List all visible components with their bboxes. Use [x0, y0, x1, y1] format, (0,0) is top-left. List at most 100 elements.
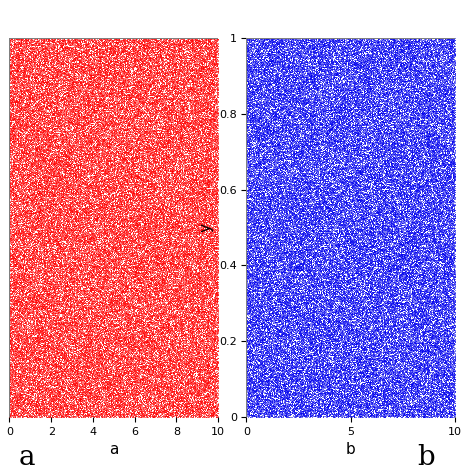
- Point: [22, 290, 30, 297]
- Point: [96, 378, 103, 385]
- Point: [298, 224, 306, 232]
- Point: [161, 60, 168, 67]
- Point: [449, 195, 457, 202]
- Point: [35, 376, 42, 383]
- Point: [400, 167, 407, 174]
- Point: [211, 95, 219, 103]
- Point: [18, 259, 26, 266]
- Point: [375, 213, 383, 221]
- Point: [99, 307, 106, 314]
- Point: [78, 324, 86, 332]
- Point: [414, 402, 422, 410]
- Point: [101, 368, 109, 376]
- Point: [124, 348, 132, 356]
- Point: [374, 382, 381, 390]
- Point: [347, 321, 355, 328]
- Point: [16, 310, 23, 318]
- Point: [412, 243, 420, 250]
- Point: [175, 119, 183, 127]
- Point: [139, 385, 146, 393]
- Point: [407, 268, 415, 276]
- Point: [311, 84, 319, 92]
- Point: [350, 372, 358, 380]
- Point: [37, 69, 45, 77]
- Point: [418, 35, 425, 43]
- Point: [21, 234, 29, 241]
- Point: [175, 90, 183, 97]
- Point: [331, 137, 338, 145]
- Point: [73, 193, 81, 201]
- Point: [86, 104, 94, 111]
- Point: [108, 385, 115, 392]
- Point: [253, 82, 261, 90]
- Point: [328, 386, 335, 393]
- Point: [392, 145, 400, 152]
- Point: [104, 273, 112, 281]
- Point: [68, 278, 76, 286]
- Point: [214, 263, 221, 270]
- Point: [259, 59, 266, 66]
- Point: [202, 282, 210, 289]
- Point: [321, 324, 328, 331]
- Point: [448, 81, 456, 89]
- Point: [253, 396, 261, 403]
- Point: [176, 81, 184, 89]
- Point: [274, 386, 282, 393]
- Point: [57, 123, 65, 131]
- Point: [121, 166, 128, 174]
- Point: [315, 140, 322, 147]
- Point: [195, 268, 202, 276]
- Point: [46, 276, 54, 283]
- Point: [451, 366, 459, 374]
- Point: [401, 323, 409, 331]
- Point: [444, 188, 451, 196]
- Point: [297, 142, 304, 150]
- Point: [259, 206, 266, 213]
- Point: [244, 363, 251, 371]
- Point: [273, 104, 281, 111]
- Point: [115, 164, 122, 171]
- Point: [67, 394, 74, 402]
- Point: [167, 285, 175, 293]
- Point: [322, 347, 330, 355]
- Point: [172, 251, 180, 259]
- Point: [26, 364, 33, 372]
- Point: [36, 65, 44, 73]
- Point: [266, 205, 273, 212]
- Point: [137, 413, 145, 421]
- Point: [198, 35, 206, 43]
- Point: [9, 203, 17, 211]
- Point: [101, 333, 109, 340]
- Point: [362, 335, 370, 342]
- Point: [175, 371, 183, 379]
- Point: [440, 178, 447, 185]
- Point: [18, 151, 26, 159]
- Point: [277, 39, 284, 47]
- Point: [434, 237, 442, 245]
- Point: [49, 125, 56, 133]
- Point: [264, 100, 272, 108]
- Point: [336, 313, 344, 320]
- Point: [157, 237, 165, 244]
- Point: [135, 146, 143, 153]
- Point: [118, 47, 126, 55]
- Point: [450, 305, 458, 313]
- Point: [164, 134, 172, 142]
- Point: [180, 287, 187, 294]
- Point: [24, 252, 32, 259]
- Point: [245, 297, 253, 304]
- Point: [156, 314, 164, 321]
- Point: [137, 153, 145, 161]
- Point: [127, 392, 134, 399]
- Point: [283, 301, 291, 309]
- Point: [293, 357, 301, 365]
- Point: [403, 192, 411, 200]
- Point: [180, 75, 187, 83]
- Point: [149, 202, 156, 210]
- Point: [121, 203, 129, 210]
- Point: [134, 398, 141, 405]
- Point: [309, 296, 317, 303]
- Point: [321, 95, 328, 102]
- Point: [30, 379, 37, 386]
- Point: [421, 172, 429, 179]
